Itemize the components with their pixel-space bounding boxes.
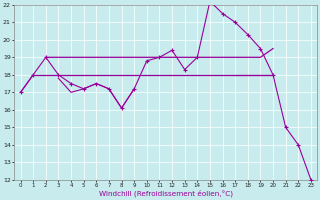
X-axis label: Windchill (Refroidissement éolien,°C): Windchill (Refroidissement éolien,°C) xyxy=(99,190,233,197)
